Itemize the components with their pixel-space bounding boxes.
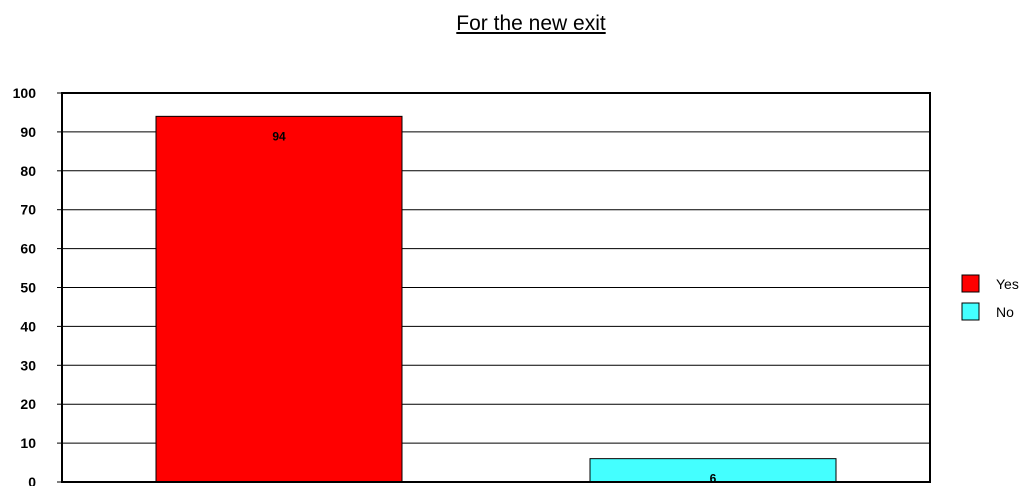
y-tick-label: 90 [20,124,36,140]
bars [155,115,837,483]
plot-area-frame [61,92,931,483]
y-tick-label: 20 [20,396,36,412]
y-tick-label: 40 [20,318,36,334]
data-label-yes: 94 [272,129,286,143]
legend-label-no: No [996,304,1014,320]
y-tick-label: 10 [20,435,36,451]
y-tick-label: 80 [20,163,36,179]
legend-label-yes: Yes [996,276,1019,292]
y-tick-label: 100 [13,85,37,101]
legend: Yes No [961,274,1019,321]
legend-swatch-yes [961,274,980,293]
data-label-no: 6 [710,472,717,486]
y-tick-label: 70 [20,202,36,218]
data-labels: 94 6 [272,129,716,485]
bar-yes [155,115,403,483]
chart-title: For the new exit [456,12,606,35]
y-tick-label: 60 [20,241,36,257]
legend-swatch-no [961,302,980,321]
y-tick-label: 30 [20,357,36,373]
y-axis-tick-labels: 0 10 20 30 40 50 60 70 80 90 100 [13,85,37,486]
y-tick-label: 50 [20,280,36,296]
y-tick-label: 0 [28,474,36,486]
